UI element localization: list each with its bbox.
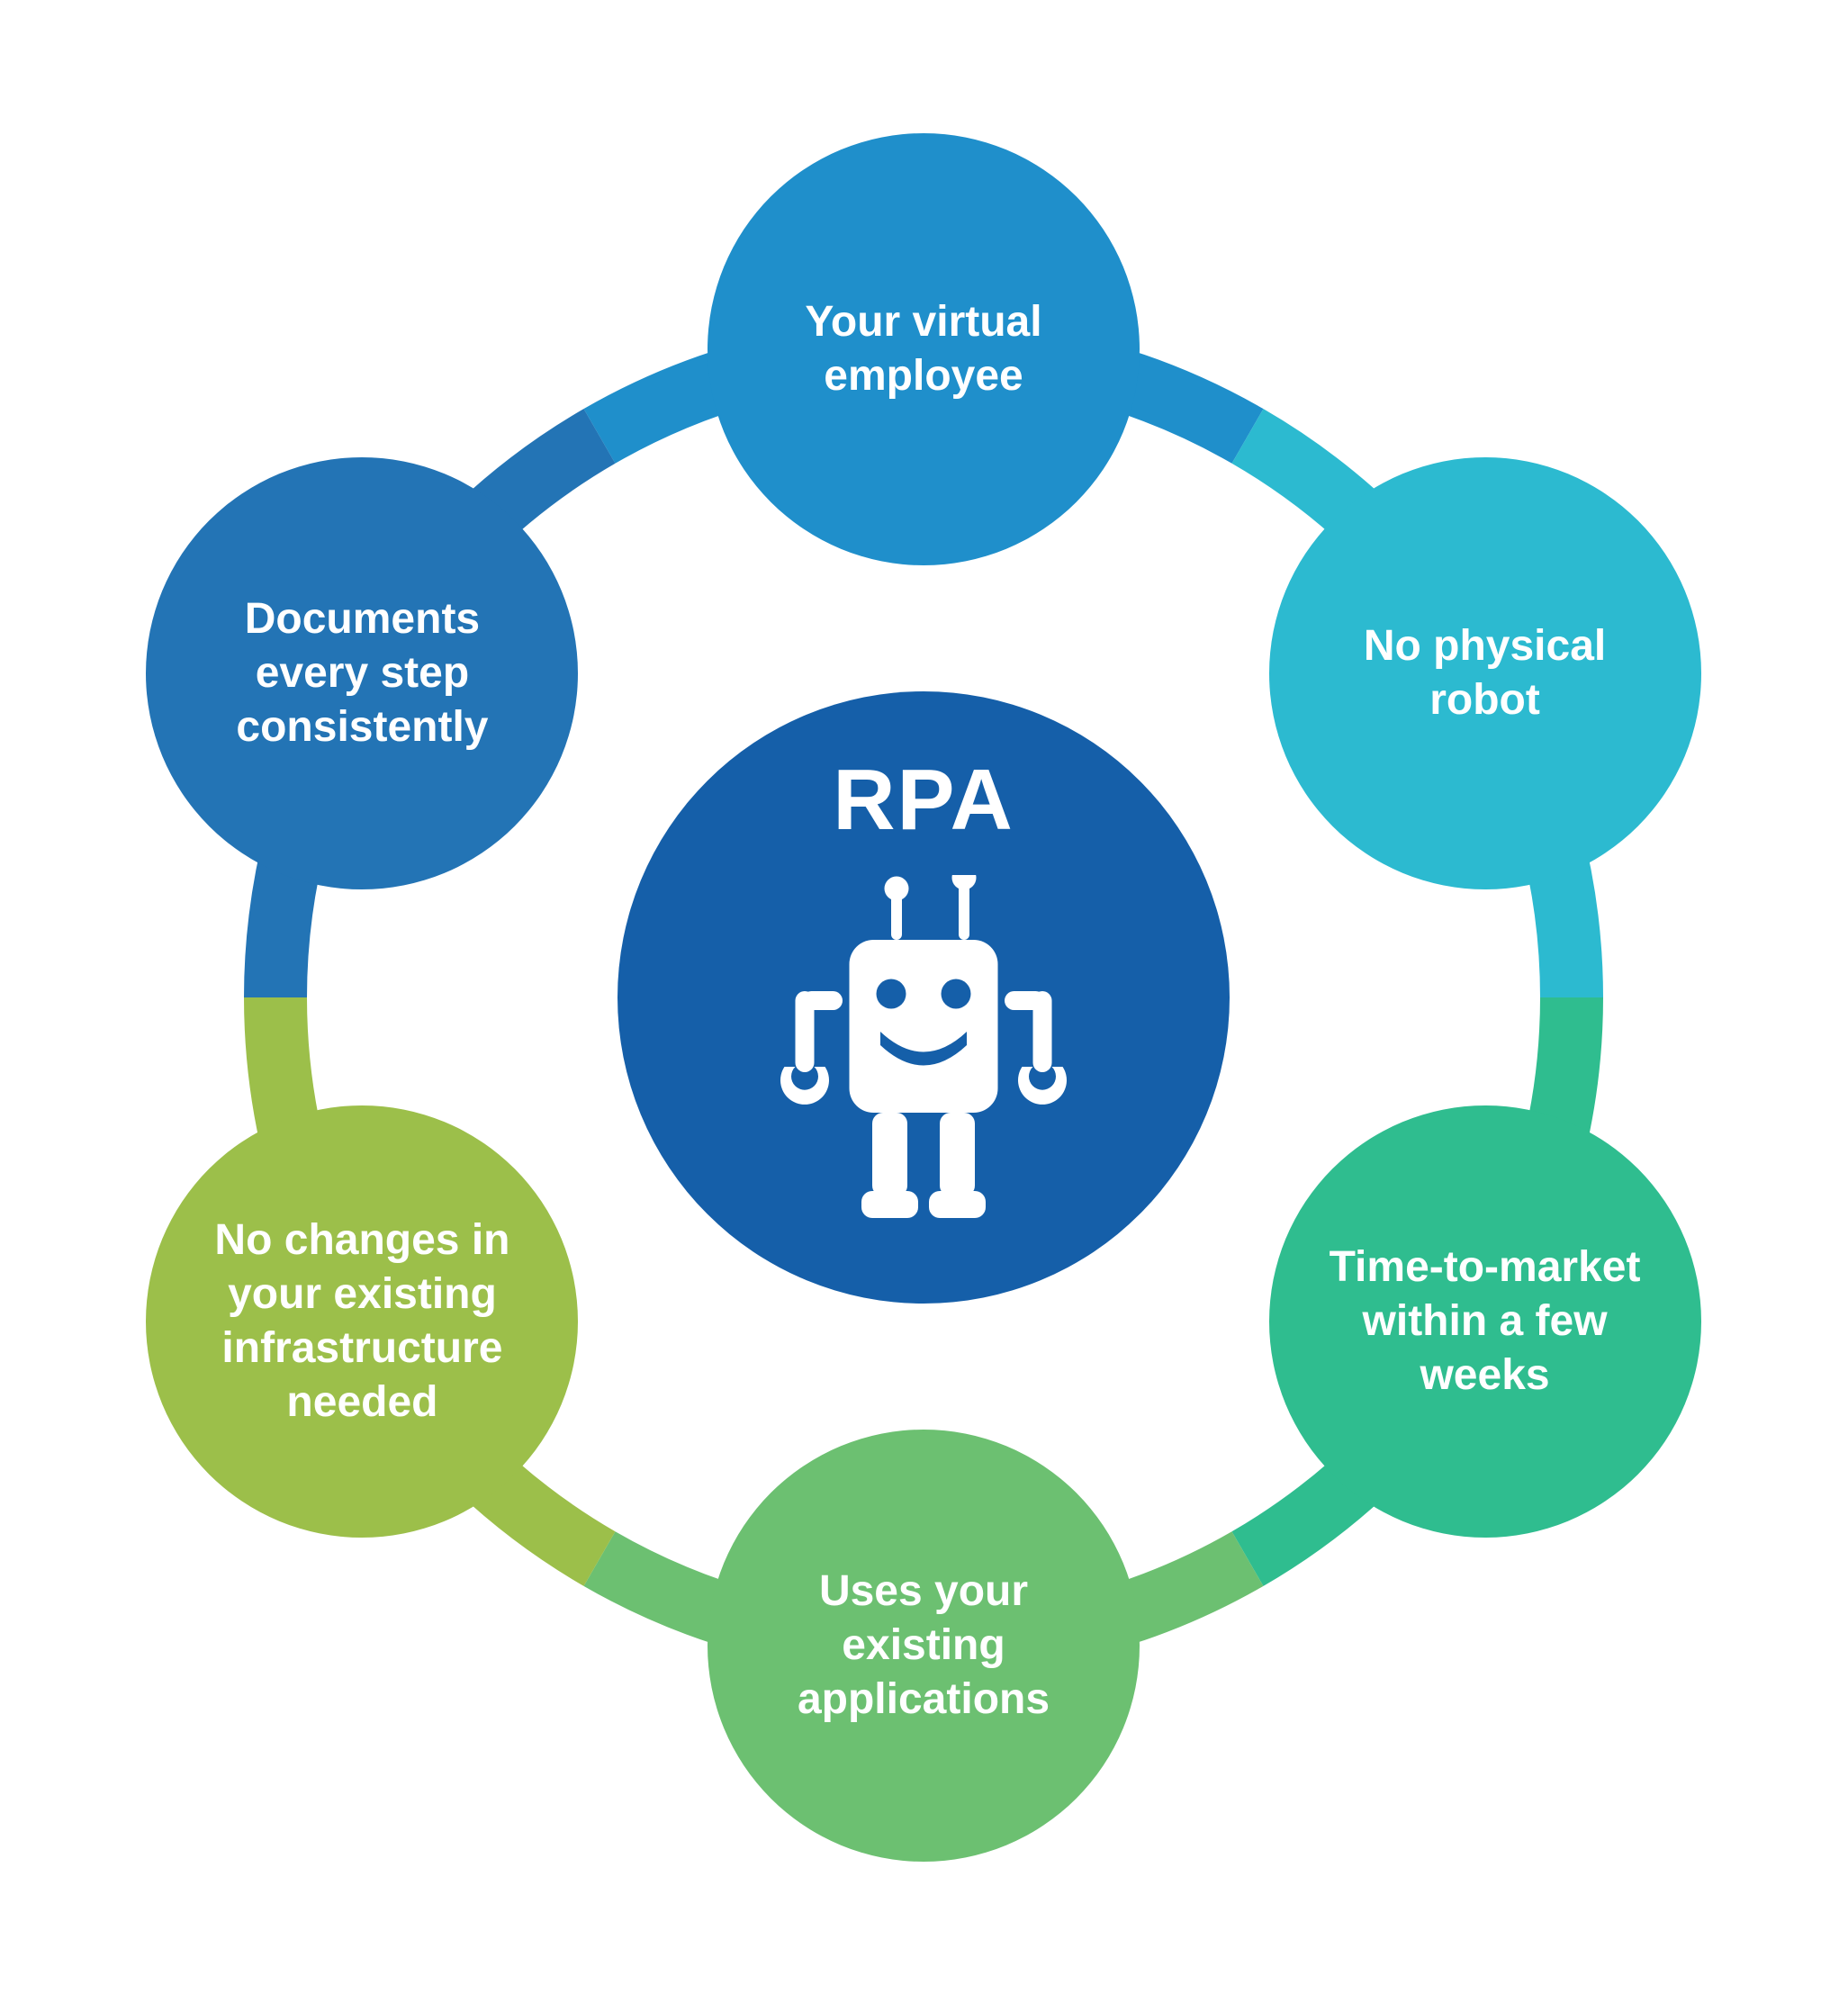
hub-node: RPA — [618, 691, 1230, 1304]
outer-node-label: Time-to-market within a few weeks — [1305, 1241, 1665, 1403]
hub-title: RPA — [833, 751, 1014, 850]
outer-node-label: Uses your existing applications — [798, 1565, 1050, 1727]
outer-node-n3: Uses your existing applications — [708, 1430, 1140, 1862]
outer-node-n0: Your virtual employee — [708, 133, 1140, 565]
outer-node-label: No changes in your existing infrastructu… — [214, 1214, 509, 1430]
outer-node-n5: Documents every step consistently — [146, 457, 578, 889]
outer-node-n1: No physical robot — [1269, 457, 1701, 889]
outer-node-n4: No changes in your existing infrastructu… — [146, 1105, 578, 1538]
robot-icon — [775, 875, 1072, 1226]
outer-node-label: Documents every step consistently — [236, 592, 488, 754]
outer-node-label: Your virtual employee — [805, 295, 1041, 403]
rpa-circular-diagram: RPA — [0, 0, 1848, 1994]
outer-node-n2: Time-to-market within a few weeks — [1269, 1105, 1701, 1538]
outer-node-label: No physical robot — [1364, 619, 1606, 727]
